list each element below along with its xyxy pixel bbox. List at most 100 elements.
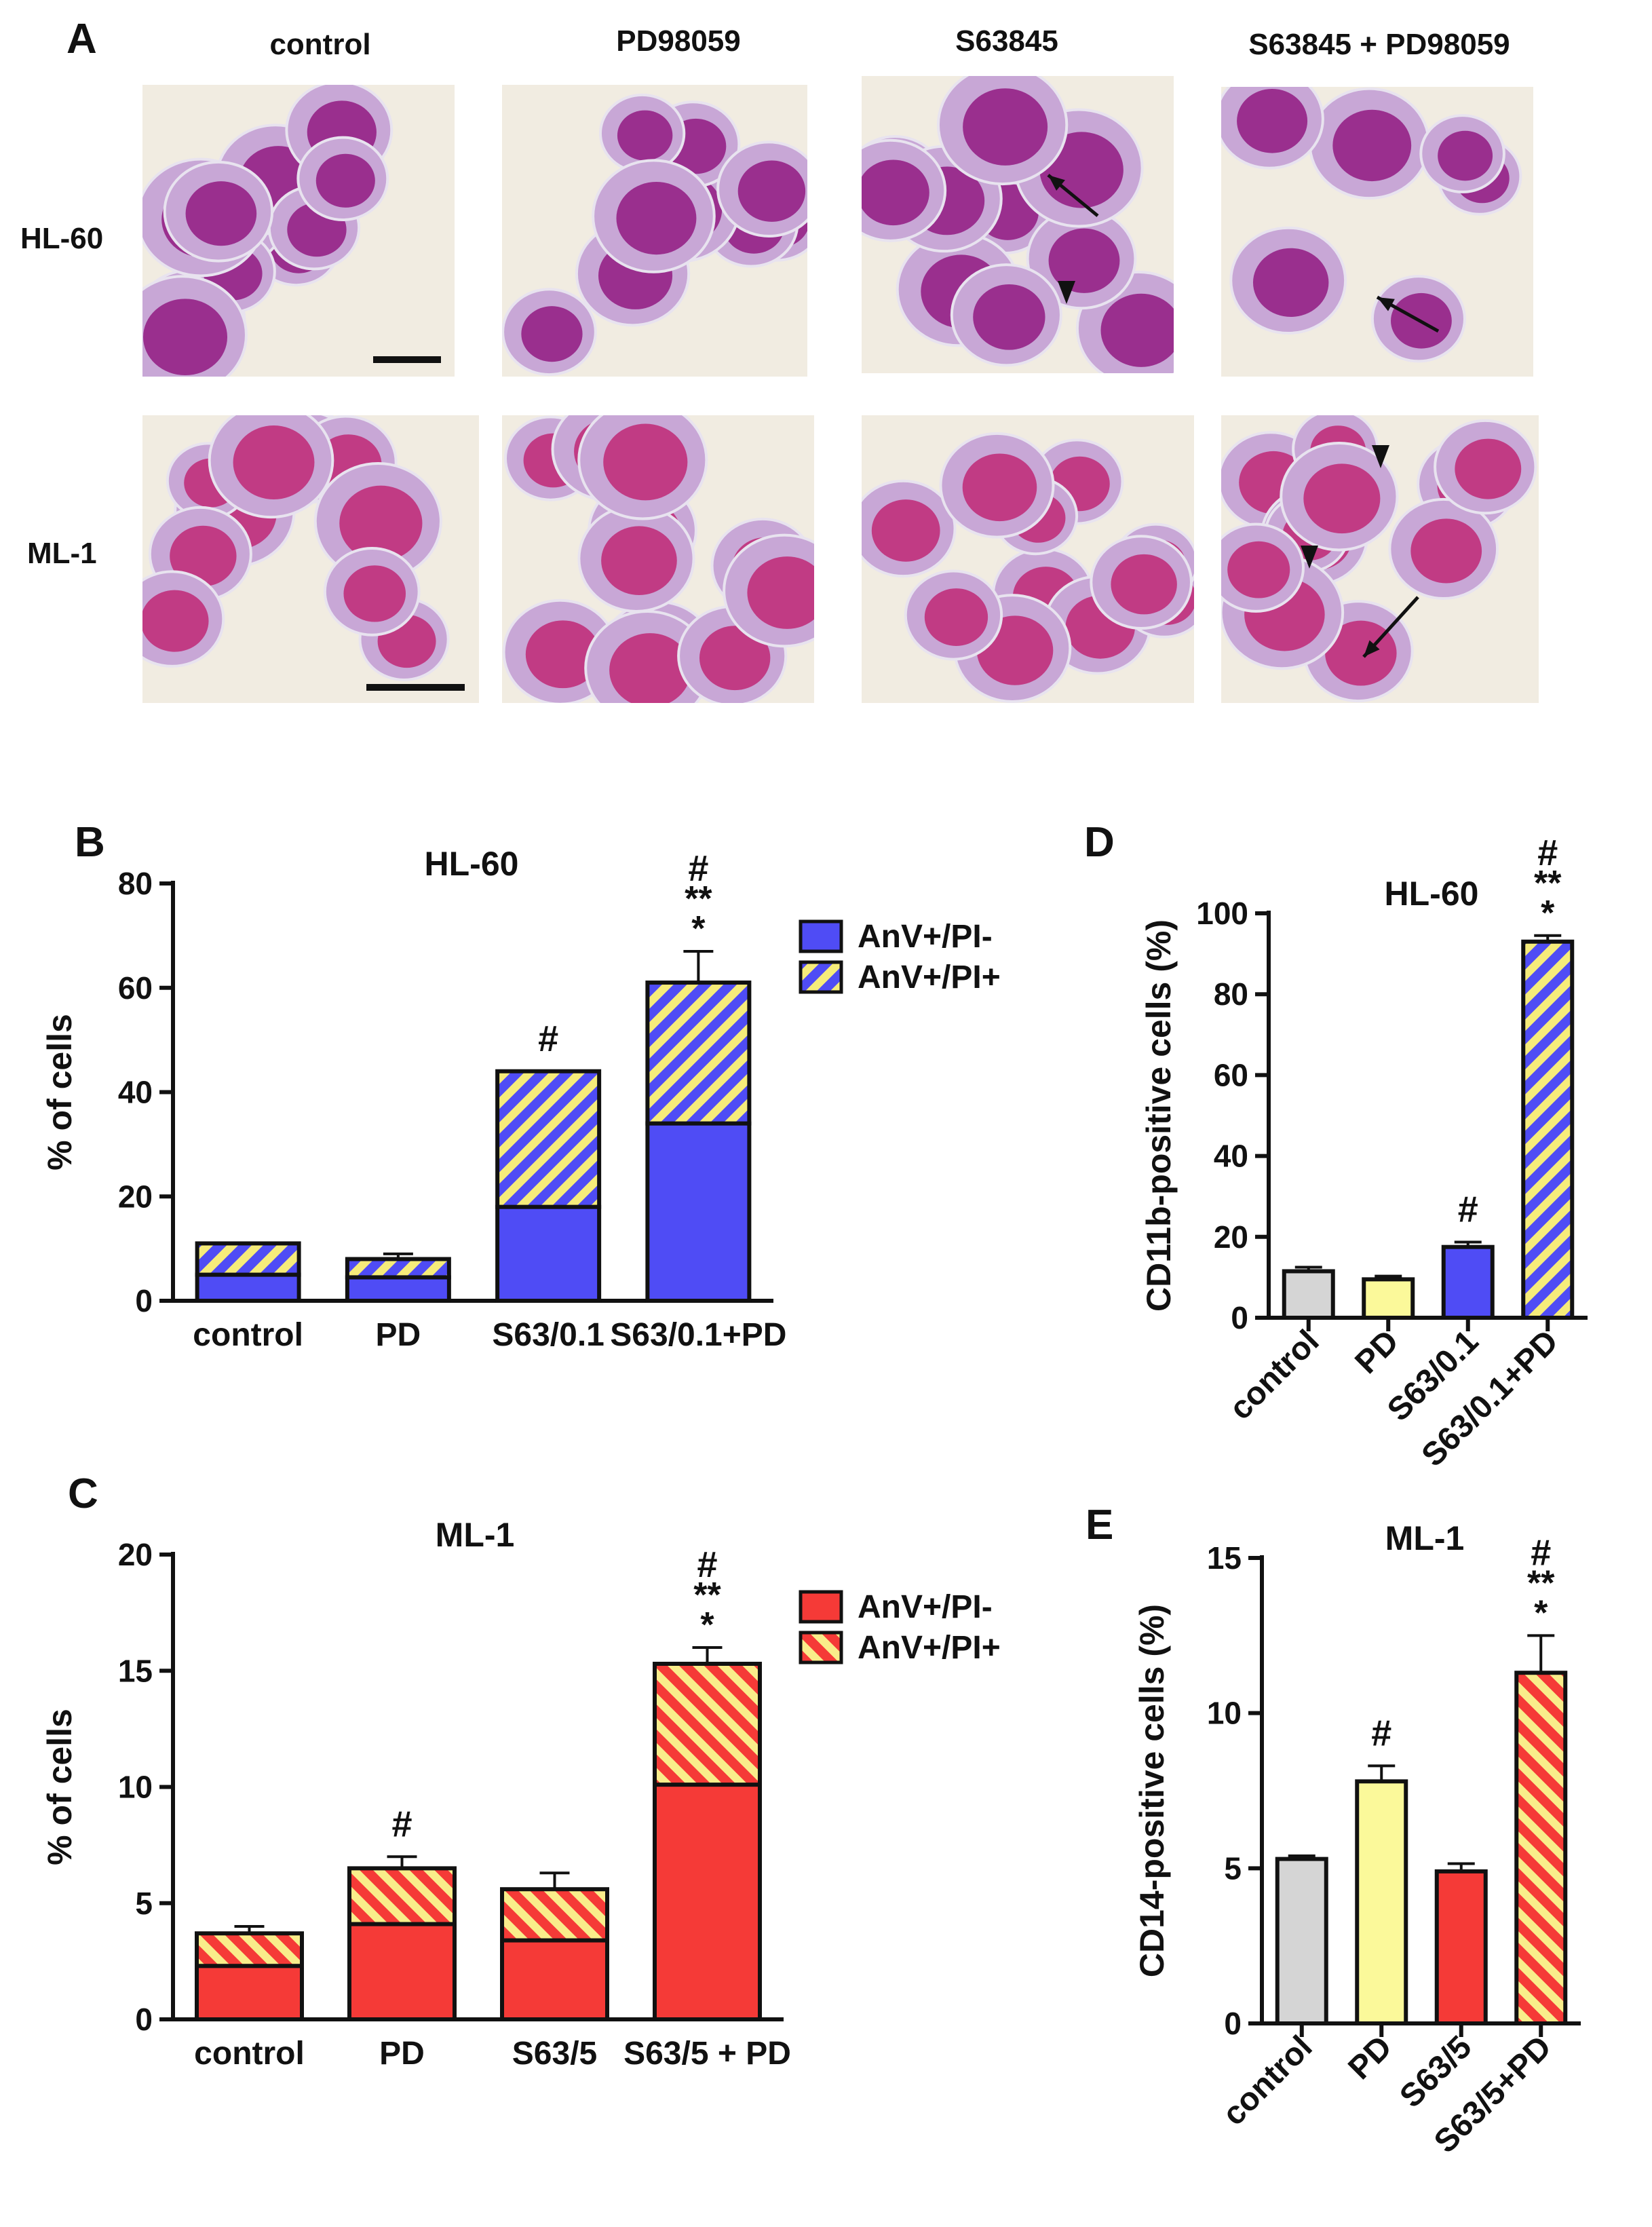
bar-segment	[345, 1257, 451, 1280]
significance-mark: **	[1527, 1563, 1555, 1603]
cell-nucleus	[609, 633, 691, 703]
y-tick-label: 20	[118, 1179, 153, 1214]
bar-segment	[195, 1931, 304, 1968]
legend-swatch	[799, 1631, 843, 1664]
y-tick-label: 10	[118, 1770, 153, 1805]
chart-title: ML-1	[436, 1516, 515, 1554]
cell-nucleus	[1332, 109, 1412, 182]
chart-title: ML-1	[1385, 1519, 1465, 1557]
cell-nucleus	[1410, 518, 1482, 584]
significance-mark: *	[700, 1605, 714, 1645]
cell-nucleus	[603, 423, 688, 501]
y-tick-label: 40	[1214, 1139, 1248, 1174]
significance-mark: #	[1537, 833, 1558, 873]
arrowhead-marker	[1301, 546, 1318, 569]
significance-mark: #	[688, 848, 708, 889]
bar-segment	[195, 1241, 301, 1277]
arrow-marker	[1376, 295, 1440, 333]
cell-nucleus	[521, 306, 583, 362]
significance-mark: *	[691, 909, 706, 949]
x-tick-label: S63/0.1	[492, 1317, 604, 1353]
cell-nucleus	[1325, 620, 1397, 686]
cell-nucleus	[737, 160, 806, 222]
legend-label: AnV+/PI+	[858, 1630, 1001, 1666]
scale-bar	[373, 356, 441, 363]
cell-nucleus	[1227, 541, 1290, 598]
cell-nucleus	[339, 485, 423, 561]
bar-segment	[347, 1866, 457, 1926]
cell-nucleus	[924, 588, 988, 646]
cell-nucleus	[1252, 248, 1329, 318]
y-tick-label: 100	[1196, 896, 1248, 931]
x-tick-label: control	[194, 2036, 305, 2072]
y-tick-label: 60	[118, 970, 153, 1006]
significance-mark: *	[1534, 1593, 1548, 1633]
cell-nucleus	[962, 453, 1037, 522]
bar-segment	[347, 1922, 457, 2021]
x-tick-label: S63/5 + PD	[623, 2036, 791, 2072]
arrow-marker	[1047, 174, 1099, 217]
bar-segment	[500, 1887, 609, 1943]
cell-nucleus	[343, 565, 406, 622]
y-tick-label: 20	[118, 1537, 153, 1572]
y-tick-label: 20	[1214, 1219, 1248, 1255]
x-tick-label: control	[1216, 2029, 1319, 2132]
y-tick-label: 40	[118, 1075, 153, 1110]
micrograph-tile	[1221, 415, 1539, 703]
micrograph-tile	[142, 85, 455, 377]
bar-segment	[495, 1204, 602, 1303]
cell-nucleus	[233, 425, 315, 500]
bar	[1521, 939, 1575, 1320]
significance-mark: **	[693, 1576, 721, 1615]
y-tick-label: 80	[1214, 976, 1248, 1012]
micrograph-tile	[502, 85, 807, 377]
micrograph-tile	[1221, 87, 1533, 377]
micrograph-tile	[862, 415, 1194, 703]
bar	[1362, 1277, 1415, 1320]
panel-label-a: A	[66, 16, 97, 62]
bar-segment	[653, 1783, 762, 2021]
bar-segment	[645, 981, 752, 1126]
cell-nucleus	[142, 590, 209, 652]
cell-nucleus	[143, 299, 228, 376]
cell-nucleus	[1048, 228, 1120, 293]
micrograph-tile	[142, 415, 479, 703]
cell-nucleus	[1111, 554, 1177, 615]
cell-nucleus	[1438, 130, 1493, 181]
bar-segment	[345, 1275, 451, 1303]
column-header-pd98059: PD98059	[616, 24, 740, 58]
row-label-hl60: HL-60	[20, 222, 103, 255]
significance-mark: #	[1371, 1713, 1391, 1753]
y-tick-label: 0	[1231, 1300, 1248, 1335]
y-tick-label: 5	[135, 1886, 153, 1921]
cell-nucleus	[170, 525, 237, 587]
cell-nucleus	[1237, 89, 1308, 153]
cell-nucleus	[963, 88, 1048, 166]
significance-mark: #	[1531, 1532, 1551, 1573]
arrowhead-marker	[1372, 445, 1389, 468]
panel-label-b: B	[75, 819, 105, 866]
significance-mark: #	[391, 1804, 412, 1844]
cell-nucleus	[871, 499, 940, 562]
cell-nucleus	[747, 556, 814, 629]
legend-label: AnV+/PI+	[858, 959, 1001, 995]
cell-nucleus	[699, 626, 771, 691]
y-tick-label: 15	[1207, 1540, 1242, 1576]
cell-nucleus	[315, 153, 375, 208]
y-tick-label: 60	[1214, 1057, 1248, 1092]
bar	[1282, 1269, 1335, 1320]
cell-nucleus	[617, 110, 673, 161]
scale-bar	[366, 684, 465, 691]
cell-nucleus	[1303, 463, 1381, 534]
legend-swatch	[799, 960, 843, 994]
significance-mark: **	[1534, 864, 1562, 903]
y-tick-label: 80	[118, 866, 153, 901]
y-tick-label: 15	[118, 1653, 153, 1688]
x-tick-label: control	[193, 1317, 303, 1353]
bar-segment	[495, 1069, 602, 1209]
y-axis-label: CD11b-positive cells (%)	[1140, 919, 1178, 1312]
